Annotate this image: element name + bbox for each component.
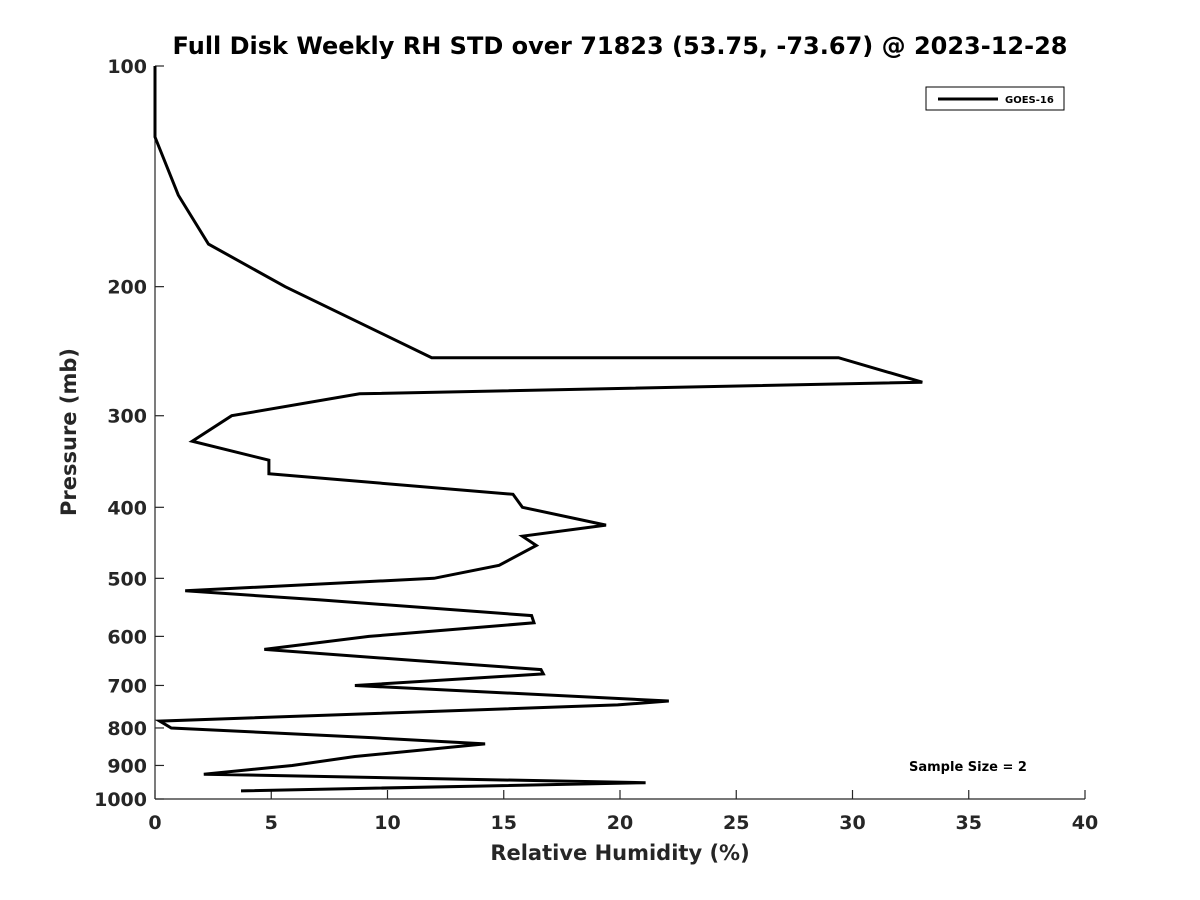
y-tick-label: 600	[107, 626, 147, 648]
x-tick-label: 35	[956, 812, 982, 834]
legend: GOES-16	[925, 86, 1065, 111]
x-tick-label: 20	[607, 812, 633, 834]
y-tick-label: 700	[107, 675, 147, 697]
x-tick-label: 0	[148, 812, 161, 834]
x-tick-label: 15	[491, 812, 517, 834]
y-tick-label: 900	[107, 755, 147, 777]
x-tick-label: 30	[839, 812, 865, 834]
x-tick-label: 10	[374, 812, 400, 834]
sample-size-annotation: Sample Size = 2	[909, 760, 1027, 775]
x-axis-label: Relative Humidity (%)	[490, 841, 749, 865]
axes: 0 5 10 15 20 25 30 35 40 100 200 300 400 500 600 700 800…	[94, 56, 1098, 834]
series-layer	[153, 66, 923, 793]
chart-title: Full Disk Weekly RH STD over 71823 (53.7…	[173, 32, 1068, 60]
y-tick-label: 800	[107, 718, 147, 740]
y-tick-label: 300	[107, 406, 147, 428]
y-tick-label: 400	[107, 497, 147, 519]
y-axis-label: Pressure (mb)	[57, 348, 81, 516]
y-tick-label: 1000	[94, 789, 147, 811]
y-tick-label: 100	[107, 56, 147, 78]
series-line-goes-16	[153, 66, 923, 793]
y-tick-label: 200	[107, 277, 147, 299]
x-tick-label: 5	[265, 812, 278, 834]
x-tick-label: 25	[723, 812, 749, 834]
y-tick-label: 500	[107, 568, 147, 590]
legend-label-goes-16: GOES-16	[1005, 95, 1054, 106]
x-tick-label: 40	[1072, 812, 1098, 834]
